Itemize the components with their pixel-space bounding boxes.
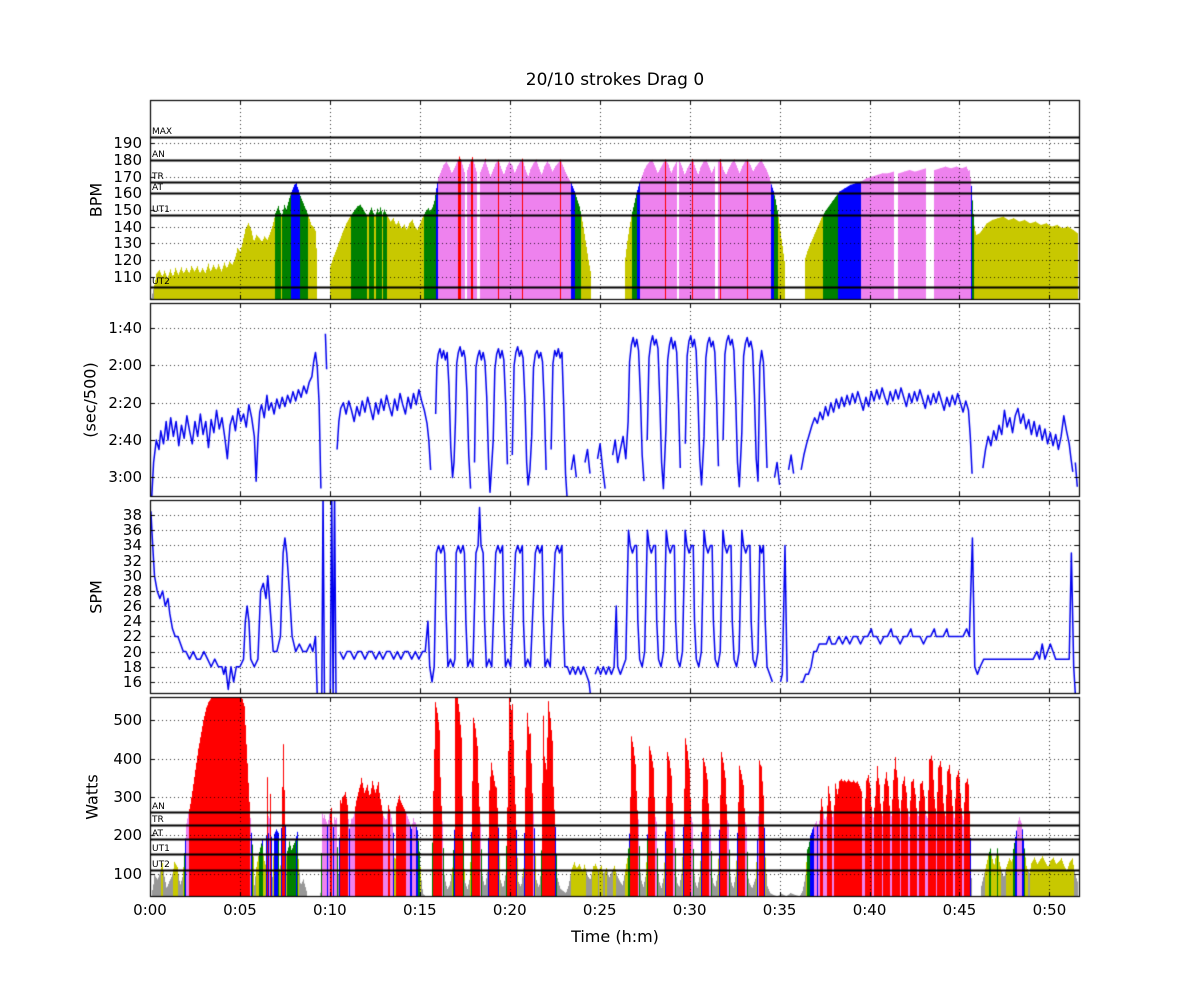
x-tick-label: 0:50 [1032,901,1067,919]
y-tick-label: 30 [122,566,142,585]
y-tick-label: 22 [122,627,142,646]
zone-line-label-max: MAX [152,126,173,137]
y-tick-label: 3:00 [108,468,142,487]
zone-line-label-an: AN [152,149,165,160]
zone-line-label-ut1: UT1 [152,204,170,215]
y-tick-label: 38 [122,506,142,525]
y-tick-label: 2:20 [108,393,142,412]
y-tick-label: 36 [122,521,142,540]
y-tick-label: 180 [113,151,142,169]
zone-line-label-ut2: UT2 [152,276,170,287]
y-tick-label: 120 [113,251,142,269]
y-tick-label: 170 [113,167,142,186]
y-tick-label: 110 [113,267,142,286]
chart-title: 20/10 strokes Drag 0 [525,70,705,90]
x-tick-label: 0:45 [942,901,977,919]
y-tick-label: 400 [113,749,142,768]
zone-line-label-an: AN [152,801,165,812]
x-tick-label: 0:20 [492,901,527,919]
zone-line-label-ut2: UT2 [152,859,170,870]
x-tick-label: 0:40 [852,901,887,919]
x-tick-label: 0:25 [582,901,617,919]
y-tick-label: 24 [122,612,142,631]
y-tick-label: 300 [113,788,142,806]
y-tick-label: 28 [122,581,142,600]
y-tick-label: 190 [113,134,142,153]
y-tick-label: 150 [113,201,142,219]
y-tick-label: 1:40 [108,319,142,338]
y-tick-label: 130 [113,234,142,253]
y-tick-label: 26 [122,597,142,616]
x-tick-label: 0:35 [762,901,797,919]
y-tick-label: 18 [122,657,142,676]
x-tick-label: 0:10 [313,901,347,919]
y-tick-label: 20 [122,642,142,661]
x-axis-label: Time (h:m) [571,927,659,946]
zone-line-label-tr: TR [152,171,164,182]
y-tick-label: 34 [122,536,142,555]
y-tick-label: 140 [113,217,142,236]
y-tick-label: 100 [113,864,142,883]
x-tick-label: 0:30 [672,901,707,919]
zone-line-label-tr: TR [152,814,164,825]
x-tick-label: 0:15 [402,901,437,919]
y-tick-label: 32 [122,551,142,570]
zone-line-label-at: AT [152,182,163,193]
x-tick-label: 0:00 [133,901,167,919]
zone-line-label-ut1: UT1 [152,843,170,854]
x-tick-label: 0:05 [223,901,257,919]
y-tick-label: 2:00 [108,356,142,375]
y-tick-label: 500 [113,711,142,730]
y-tick-label: 160 [113,184,142,203]
y-tick-label: 200 [113,826,142,845]
y-tick-label: 2:40 [108,431,142,450]
y-tick-label: 16 [122,672,142,691]
zone-line-label-at: AT [152,828,163,839]
